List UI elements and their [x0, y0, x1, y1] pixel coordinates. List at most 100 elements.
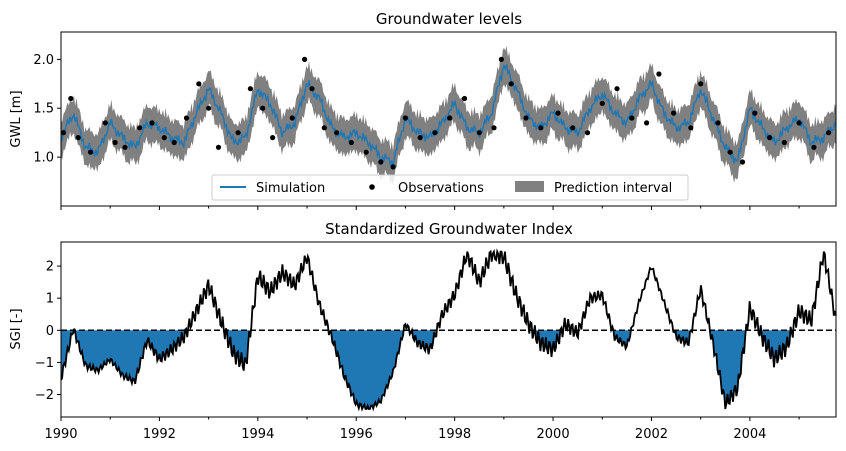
bottom-y-tick-label: 1 [46, 292, 54, 307]
observation-point [60, 130, 67, 136]
observation-point [715, 120, 721, 126]
observation-point [75, 135, 81, 141]
legend-interval-swatch [515, 181, 544, 192]
bottom-y-axis-label: SGI [-] [9, 308, 24, 349]
bottom-x-tick-label: 1992 [143, 427, 176, 442]
legend-box [211, 174, 689, 201]
observation-point [215, 144, 222, 150]
observation-point [196, 81, 202, 87]
observation-point [584, 130, 591, 136]
observation-point [270, 135, 276, 141]
observation-point [476, 130, 482, 136]
top-y-axis: 1.0 1.5 2.0 [33, 53, 61, 166]
observation-point [538, 125, 544, 131]
observation-point [508, 81, 514, 87]
bottom-x-tick-label: 1994 [241, 427, 274, 442]
observation-point [402, 115, 408, 121]
sgi-negative-area [61, 330, 836, 409]
observation-point [491, 125, 497, 131]
bottom-chart-title: Standardized Groundwater Index [325, 220, 573, 238]
observation-point [671, 110, 677, 116]
sgi-line [60, 248, 837, 412]
top-y-axis-label: GWL [m] [9, 90, 24, 147]
observation-point [629, 115, 635, 121]
top-y-tick-label: 1.0 [33, 151, 54, 166]
legend-observations-swatch [369, 184, 375, 190]
observation-point [523, 115, 529, 121]
simulation-series-path [60, 63, 837, 167]
bottom-y-tick-label: 0 [46, 324, 54, 339]
top-axes-frame [60, 31, 837, 207]
observation-point [390, 164, 396, 170]
observation-point [656, 71, 662, 77]
observation-point [206, 105, 212, 111]
observation-point [752, 110, 758, 116]
top-chart-title: Groundwater levels [376, 10, 522, 28]
bottom-y-tick-label: −1 [35, 356, 54, 371]
observation-point [334, 130, 340, 136]
observation-point [302, 56, 308, 63]
observation-point [102, 120, 108, 126]
simulation-line [60, 63, 837, 167]
observation-point [289, 115, 295, 121]
observation-points [60, 56, 832, 170]
observation-point [137, 125, 143, 131]
observation-point [87, 149, 94, 155]
observation-point [811, 144, 817, 150]
top-x-axis [60, 206, 800, 210]
bottom-x-tick-label: 1998 [438, 427, 471, 442]
observation-point [260, 105, 266, 111]
observation-point [171, 139, 177, 146]
observation-point [247, 86, 253, 92]
observation-point [739, 159, 746, 165]
observation-point [826, 130, 832, 136]
observation-point [112, 139, 118, 146]
observation-point [122, 144, 128, 150]
bottom-y-tick-label: −2 [35, 388, 54, 403]
bottom-panel: Standardized Groundwater Index −2 −1 0 1 2 1… [9, 220, 837, 442]
observation-point [781, 139, 787, 146]
bottom-y-axis: −2 −1 0 1 2 [35, 260, 61, 403]
observation-point [183, 115, 190, 121]
legend-simulation-label: Simulation [256, 181, 325, 196]
sgi-negative-fill [61, 330, 836, 409]
top-panel: Groundwater levels 1.0 1.5 2.0 GWL [m] Sim… [9, 10, 837, 210]
observation-point [698, 81, 704, 87]
observation-point [378, 159, 384, 165]
bottom-x-tick-label: 2002 [635, 427, 668, 442]
top-y-tick-label: 1.5 [33, 102, 54, 117]
observation-point [235, 130, 241, 136]
observation-point [417, 135, 423, 141]
observation-point [555, 110, 561, 116]
observation-point [644, 120, 650, 126]
observation-point [321, 125, 327, 131]
observation-point [599, 100, 605, 106]
bottom-x-tick-label: 2000 [537, 427, 570, 442]
legend: Simulation Observations Prediction inter… [211, 174, 689, 201]
observation-point [348, 139, 354, 146]
observation-point [309, 86, 315, 92]
observation-point [161, 135, 167, 141]
observation-point [727, 149, 733, 155]
observation-point [149, 120, 155, 126]
observation-point [498, 56, 504, 63]
bottom-x-tick-label: 1990 [44, 427, 77, 442]
observation-point [688, 125, 694, 131]
observation-point [363, 149, 369, 155]
bottom-x-tick-label: 1996 [340, 427, 373, 442]
observation-point [447, 115, 453, 121]
observation-point [614, 86, 620, 92]
bottom-y-tick-label: 2 [46, 260, 54, 275]
legend-observations-label: Observations [398, 181, 484, 196]
observation-point [767, 135, 773, 141]
observation-point [570, 125, 576, 131]
sgi-series-path [60, 248, 837, 412]
observation-point [432, 130, 438, 136]
observation-point [68, 95, 74, 102]
observation-point [796, 120, 802, 126]
bottom-x-tick-label: 2004 [733, 427, 766, 442]
observation-point [461, 95, 468, 102]
bottom-axes-frame [60, 241, 837, 418]
top-y-tick-label: 2.0 [33, 53, 54, 68]
